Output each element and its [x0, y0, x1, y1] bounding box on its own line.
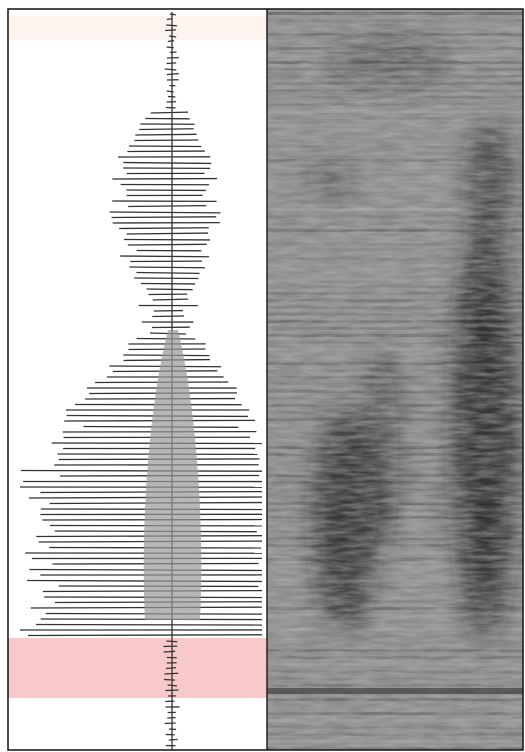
waveform-stroke: [134, 278, 198, 279]
waveform-stroke: [170, 14, 176, 15]
waveform-stroke: [136, 273, 199, 274]
waveform-stroke: [135, 134, 196, 135]
waveform-stroke: [164, 651, 176, 652]
waveform-stroke: [168, 41, 174, 42]
highlight-top: [8, 16, 267, 40]
waveform-stroke: [134, 140, 198, 141]
spectrogram: [267, 9, 523, 750]
highlight-band: [8, 638, 267, 698]
waveform-stroke: [167, 641, 178, 642]
dark-line: [267, 688, 523, 694]
waveform-stroke: [167, 47, 174, 48]
waveform-stroke: [36, 625, 262, 626]
waveform-stroke: [119, 228, 209, 229]
waveform-stroke: [167, 19, 173, 20]
waveform-stroke: [170, 52, 177, 53]
spectrogram-noise: [267, 9, 523, 750]
waveform-stroke: [128, 244, 207, 245]
waveform-stroke: [129, 267, 205, 268]
waveform-stroke: [28, 635, 262, 636]
waveform-stroke: [152, 316, 184, 317]
waveform-stroke: [112, 217, 217, 218]
waveform-stroke: [167, 63, 177, 64]
waveform-stroke: [110, 212, 221, 213]
waveform-stroke: [166, 25, 177, 26]
figure: [0, 0, 525, 752]
waveform-stroke: [139, 129, 193, 130]
waveform-stroke: [21, 471, 262, 472]
waveform-stroke: [166, 668, 176, 669]
waveform-stroke: [167, 74, 179, 75]
waveform-stroke: [164, 680, 175, 681]
waveform-stroke: [153, 299, 188, 300]
waveform-stroke: [165, 30, 176, 31]
waveform-stroke: [169, 739, 178, 740]
waveform-stroke: [128, 206, 206, 207]
waveform-stroke: [147, 289, 193, 290]
waveform-stroke: [164, 673, 178, 674]
waveform-stroke: [168, 685, 177, 686]
waveform-stroke: [120, 256, 209, 257]
waveform-stroke: [151, 112, 188, 113]
